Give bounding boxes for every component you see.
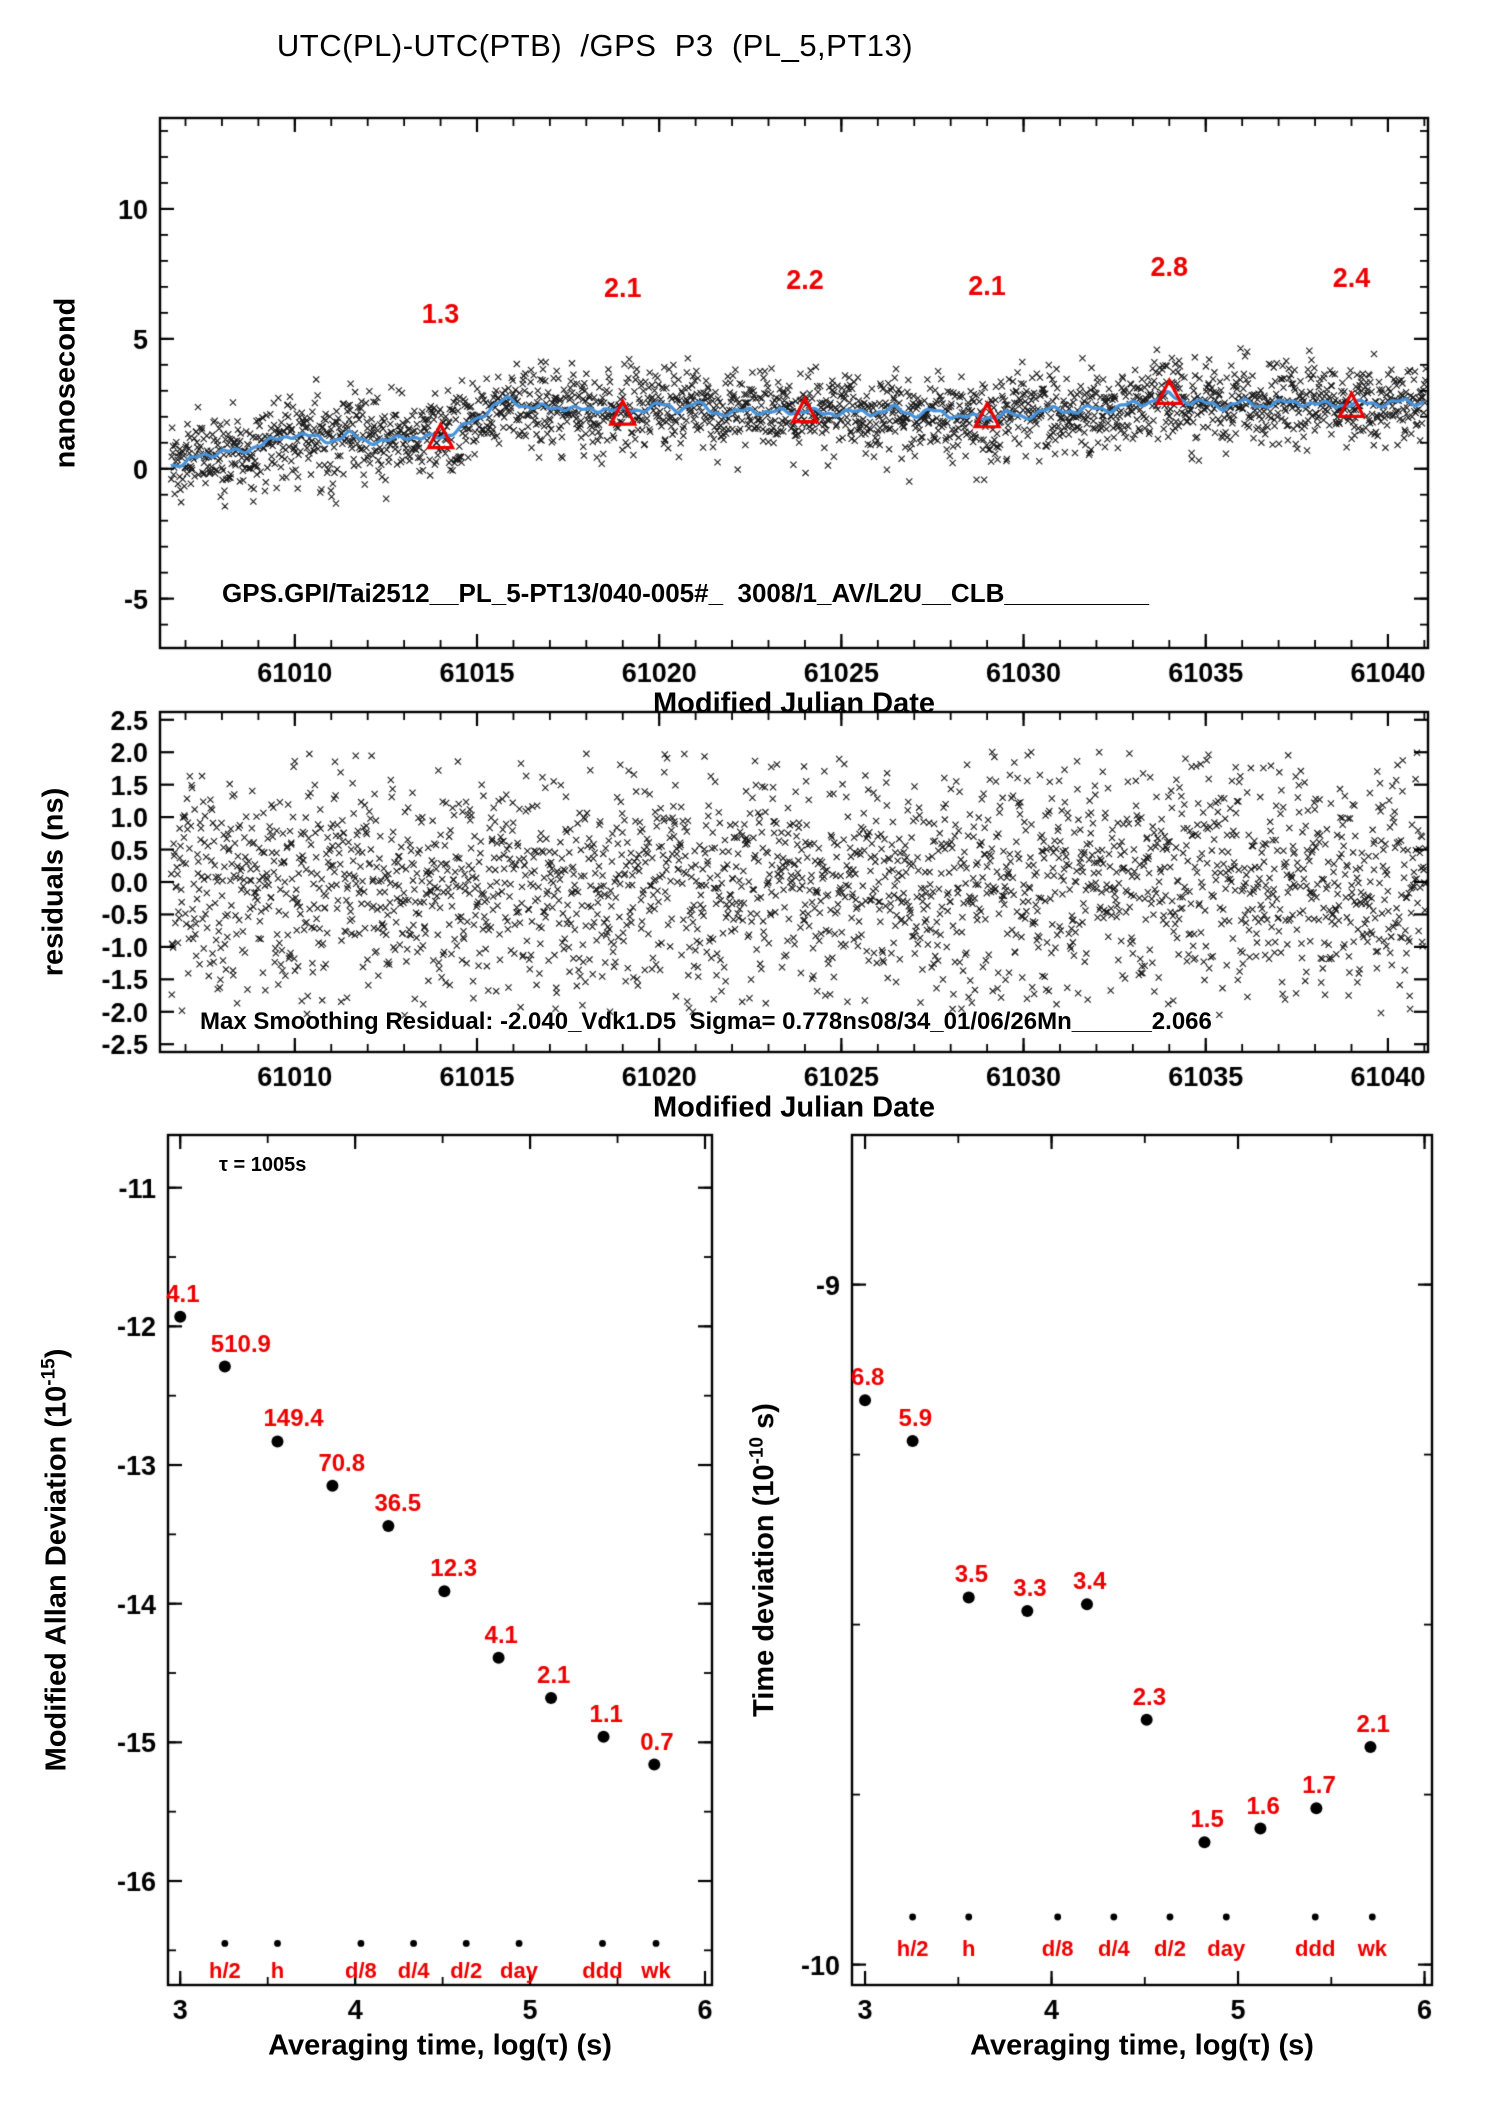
phase-ylabel: nanosecond (49, 297, 82, 469)
residuals-xlabel: Modified Julian Date (653, 1091, 935, 1124)
mdev-xlabel: Averaging time, log(τ) (s) (268, 2029, 612, 2062)
residuals-ylabel: residuals (ns) (37, 787, 70, 977)
page-title: UTC(PL)-UTC(PTB) /GPS P3 (PL_5,PT13) (276, 28, 914, 63)
mdev-ylabel-base: Modified Allan Deviation (10 (40, 1385, 73, 1772)
mdev-ylabel-end: ) (40, 1348, 73, 1359)
tdev-ylabel-end: s) (748, 1403, 781, 1437)
tdev-ylabel-base: Time deviation (10 (748, 1464, 781, 1717)
tdev-ylabel-exponent: -10 (746, 1436, 768, 1465)
phase-annotation: GPS.GPI/Tai2512__PL_5-PT13/040-005#_ 300… (222, 578, 1149, 608)
mdev-ylabel-exponent: -15 (38, 1358, 60, 1386)
tdev-xlabel: Averaging time, log(τ) (s) (970, 2029, 1314, 2062)
phase-xlabel: Modified Julian Date (653, 687, 935, 720)
residuals-annotation: Max Smoothing Residual: -2.040_Vdk1.D5 S… (200, 1008, 1212, 1035)
tau-note: τ = 1005s (219, 1154, 307, 1176)
tdev-ylabel: Time deviation (10-10 s) (747, 1403, 782, 1717)
mdev-ylabel: Modified Allan Deviation (10-15) (39, 1349, 74, 1772)
